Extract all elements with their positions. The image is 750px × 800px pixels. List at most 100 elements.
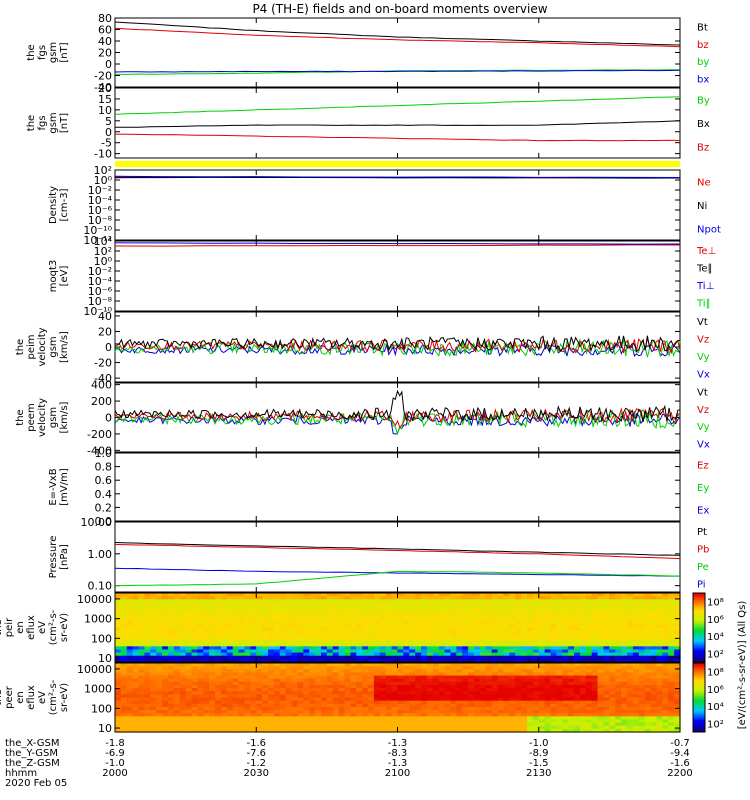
- spectrogram-cell: [326, 643, 334, 647]
- spectrogram-cell: [268, 672, 275, 677]
- spectrogram-cell: [232, 681, 240, 686]
- spectrogram-cell: [538, 649, 546, 654]
- spectrogram-cell: [591, 599, 599, 604]
- spectrogram-cell: [185, 652, 193, 657]
- spectrogram-cell: [238, 700, 246, 705]
- spectrogram-cell: [262, 666, 269, 670]
- spectrogram-cell: [238, 618, 246, 622]
- spectrogram-cell: [291, 669, 299, 674]
- spectrogram-cell: [403, 614, 410, 619]
- spectrogram-cell: [521, 596, 528, 600]
- spectrogram-cell: [597, 636, 605, 641]
- spectrogram-cell: [220, 722, 228, 727]
- spectrogram-cell: [462, 593, 469, 597]
- spectrogram-cell: [615, 636, 622, 641]
- spectrogram-cell: [426, 608, 434, 613]
- spectrogram-cell: [468, 627, 475, 632]
- spectrogram-cell: [391, 694, 399, 699]
- spectrogram-cell: [362, 618, 369, 622]
- spectrogram-cell: [115, 658, 122, 663]
- spectrogram-cell: [485, 691, 493, 695]
- spectrogram-cell: [191, 672, 198, 677]
- spectrogram-cell: [303, 697, 310, 702]
- spectrogram-cell: [379, 688, 387, 692]
- spectrogram-cell: [373, 621, 381, 625]
- spectrogram-cell: [185, 621, 193, 625]
- spectrogram-cell: [450, 688, 457, 692]
- spectrogram-cell: [638, 703, 646, 708]
- spectrogram-cell: [362, 649, 369, 654]
- spectrogram-cell: [191, 593, 198, 597]
- y-axis-label-line: Pressure: [48, 536, 59, 579]
- spectrogram-cell: [315, 728, 322, 733]
- spectrogram-cell: [538, 713, 546, 717]
- spectrogram-cell: [568, 675, 575, 680]
- spectrogram-cell: [309, 691, 316, 695]
- spectrogram-cell: [185, 602, 193, 607]
- spectrogram-cell: [421, 706, 428, 711]
- spectrogram-cell: [491, 722, 499, 727]
- spectrogram-cell: [574, 652, 581, 657]
- spectrogram-cell: [609, 605, 616, 610]
- spectrogram-cell: [632, 646, 640, 651]
- spectrogram-cell: [115, 691, 122, 695]
- spectrogram-cell: [556, 697, 563, 702]
- spectrogram-cell: [444, 618, 452, 622]
- spectrogram-cell: [644, 725, 652, 730]
- spectrogram-cell: [503, 728, 510, 733]
- spectrogram-cell: [632, 716, 640, 721]
- spectrogram-cell: [456, 640, 463, 644]
- spectrogram-cell: [285, 672, 293, 677]
- spectrogram-cell: [526, 599, 534, 604]
- spectrogram-cell: [532, 700, 540, 705]
- spectrogram-cell: [632, 663, 640, 667]
- spectrogram-cell: [138, 599, 146, 604]
- spectrogram-cell: [185, 684, 193, 689]
- spectrogram-cell: [421, 675, 428, 680]
- spectrogram-cell: [179, 672, 187, 677]
- spectrogram-cell: [220, 652, 228, 657]
- spectrogram-cell: [126, 614, 134, 619]
- spectrogram-cell: [315, 663, 322, 667]
- spectrogram-cell: [379, 627, 387, 632]
- spectrogram-cell: [232, 602, 240, 607]
- spectrogram-cell: [350, 627, 357, 632]
- spectrogram-cell: [538, 688, 546, 692]
- spectrogram-cell: [591, 633, 599, 638]
- spectrogram-cell: [197, 655, 204, 660]
- spectrogram-cell: [485, 636, 493, 641]
- spectrogram-cell: [532, 655, 540, 660]
- y-tick-label: 10: [98, 652, 112, 665]
- spectrogram-cell: [585, 602, 593, 607]
- colorbar-segment: [693, 634, 705, 637]
- spectrogram-cell: [262, 722, 269, 727]
- spectrogram-cell: [515, 621, 522, 625]
- spectrogram-cell: [173, 672, 181, 677]
- spectrogram-cell: [579, 694, 587, 699]
- spectrogram-cell: [426, 681, 434, 686]
- spectrogram-cell: [497, 602, 505, 607]
- spectrogram-cell: [562, 684, 569, 689]
- spectrogram-cell: [521, 666, 528, 670]
- y-tick-label: 1000: [84, 613, 112, 626]
- spectrogram-cell: [138, 618, 146, 622]
- spectrogram-cell: [391, 669, 399, 674]
- spectrogram-cell: [544, 608, 552, 613]
- spectrogram-cell: [362, 706, 369, 711]
- spectrogram-cell: [556, 678, 563, 683]
- spectrogram-cell: [256, 669, 263, 674]
- spectrogram-cell: [279, 675, 287, 680]
- spectrogram-cell: [550, 666, 558, 670]
- spectrogram-cell: [326, 684, 334, 689]
- spectrogram-cell: [379, 669, 387, 674]
- spectrogram-cell: [650, 713, 658, 717]
- spectrogram-cell: [638, 621, 646, 625]
- spectrogram-cell: [362, 694, 369, 699]
- y-axis-label-line: fgs: [37, 115, 48, 130]
- spectrogram-cell: [309, 700, 316, 705]
- spectrogram-cell: [262, 678, 269, 683]
- legend-label: Bx: [697, 119, 710, 130]
- spectrogram-cell: [368, 728, 375, 733]
- spectrogram-cell: [644, 684, 652, 689]
- spectrogram-cell: [438, 688, 446, 692]
